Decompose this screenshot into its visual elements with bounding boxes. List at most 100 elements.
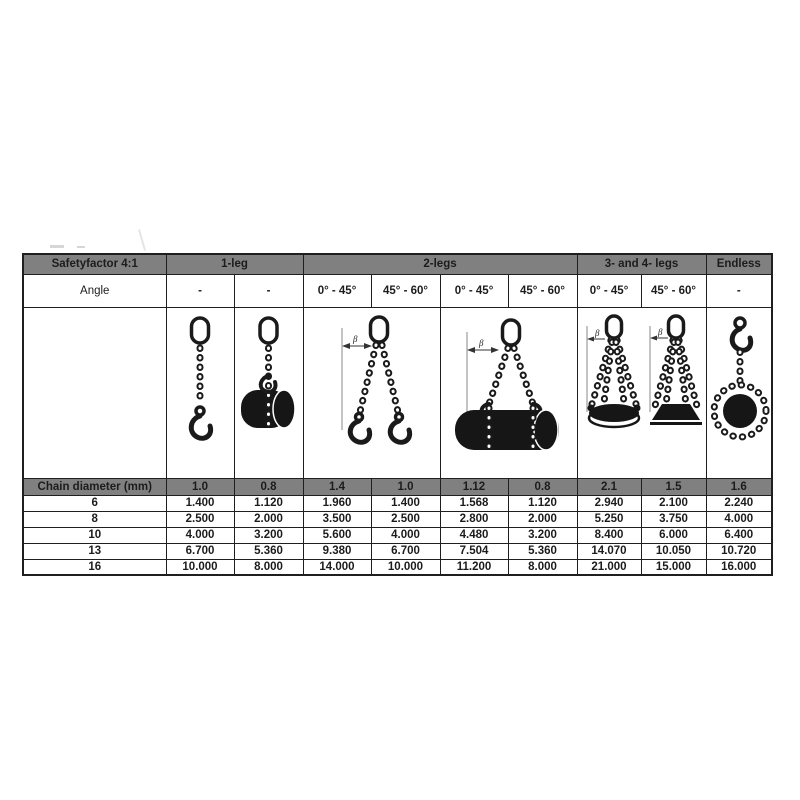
- capacity-value: 2.500: [165, 510, 235, 528]
- capacity-value: 5.360: [507, 542, 578, 560]
- capacity-value: 5.600: [302, 526, 372, 544]
- load-factor: 1.6: [705, 477, 773, 496]
- table-row-diameter-10: 10 4.000 3.200 5.600 4.000 4.480 3.200 8…: [22, 526, 773, 544]
- load-factor: 0.8: [507, 477, 578, 496]
- load-factor-row: Chain diameter (mm) 1.0 0.8 1.4 1.0 1.12…: [22, 477, 773, 496]
- svg-text:β: β: [352, 334, 358, 344]
- capacity-value: 5.360: [233, 542, 304, 560]
- illustration-single-leg: [165, 306, 235, 479]
- capacity-value: 16.000: [705, 558, 773, 576]
- angle-value: -: [705, 273, 773, 308]
- capacity-value: 1.120: [233, 494, 304, 512]
- capacity-value: 9.380: [302, 542, 372, 560]
- angle-label: Angle: [22, 273, 167, 308]
- capacity-value: 2.940: [576, 494, 642, 512]
- capacity-value: 10.000: [370, 558, 441, 576]
- capacity-value: 10.000: [165, 558, 235, 576]
- capacity-value: 10.720: [705, 542, 773, 560]
- scan-artifact: [50, 245, 64, 248]
- diameter-value: 16: [22, 558, 167, 576]
- angle-value: 0° - 45°: [439, 273, 509, 308]
- angle-row: Angle - - 0° - 45° 45° - 60° 0° - 45° 45…: [22, 273, 773, 308]
- load-factor: 1.12: [439, 477, 509, 496]
- multi-leg-trapezoid-plate-icon: β: [649, 313, 702, 425]
- capacity-value: 2.500: [370, 510, 441, 528]
- angle-value: 45° - 60°: [507, 273, 578, 308]
- diameter-value: 13: [22, 542, 167, 560]
- two-leg-sling-icon: β: [341, 314, 413, 445]
- illustration-two-leg: β: [302, 306, 441, 479]
- two-leg-cylinder-sling-icon: β: [455, 317, 559, 451]
- illustration-row: β β: [22, 306, 773, 479]
- capacity-value: 1.400: [165, 494, 235, 512]
- angle-value: 45° - 60°: [640, 273, 707, 308]
- capacity-value: 3.750: [640, 510, 707, 528]
- capacity-value: 8.000: [507, 558, 578, 576]
- svg-text:β: β: [594, 328, 600, 338]
- single-chain-sling-icon: [188, 315, 214, 441]
- capacity-value: 4.000: [370, 526, 441, 544]
- capacity-value: 8.000: [233, 558, 304, 576]
- svg-text:β: β: [657, 327, 663, 337]
- load-factor: 2.1: [576, 477, 642, 496]
- capacity-value: 14.070: [576, 542, 642, 560]
- angle-value: 45° - 60°: [370, 273, 441, 308]
- capacity-value: 6.700: [165, 542, 235, 560]
- load-factor: 1.4: [302, 477, 372, 496]
- capacity-value: 6.700: [370, 542, 441, 560]
- angle-value: -: [165, 273, 235, 308]
- angle-value: -: [233, 273, 304, 308]
- capacity-value: 1.960: [302, 494, 372, 512]
- capacity-value: 8.400: [576, 526, 642, 544]
- table-row-diameter-8: 8 2.500 2.000 3.500 2.500 2.800 2.000 5.…: [22, 510, 773, 528]
- capacity-value: 14.000: [302, 558, 372, 576]
- safety-factor-header: Safetyfactor 4:1: [22, 253, 167, 275]
- diameter-value: 10: [22, 526, 167, 544]
- capacity-value: 6.000: [640, 526, 707, 544]
- capacity-value: 10.050: [640, 542, 707, 560]
- illustration-empty-cell: [22, 306, 167, 479]
- capacity-value: 7.504: [439, 542, 509, 560]
- group-header-row: Safetyfactor 4:1 1-leg 2-legs 3- and 4- …: [22, 253, 773, 275]
- capacity-value: 3.200: [233, 526, 304, 544]
- table-row-diameter-16: 16 10.000 8.000 14.000 10.000 11.200 8.0…: [22, 558, 773, 576]
- illustration-endless: [705, 306, 773, 479]
- group-header-endless: Endless: [705, 253, 773, 275]
- capacity-value: 1.120: [507, 494, 578, 512]
- capacity-value: 2.240: [705, 494, 773, 512]
- capacity-value: 11.200: [439, 558, 509, 576]
- capacity-value: 2.000: [233, 510, 304, 528]
- capacity-value: 2.000: [507, 510, 578, 528]
- capacity-value: 15.000: [640, 558, 707, 576]
- angle-value: 0° - 45°: [302, 273, 372, 308]
- table-row-diameter-6: 6 1.400 1.120 1.960 1.400 1.568 1.120 2.…: [22, 494, 773, 512]
- illustration-multi-leg: β: [576, 306, 707, 479]
- load-factor: 1.5: [640, 477, 707, 496]
- capacity-value: 2.100: [640, 494, 707, 512]
- capacity-value: 4.000: [705, 510, 773, 528]
- capacity-value: 6.400: [705, 526, 773, 544]
- angle-value: 0° - 45°: [576, 273, 642, 308]
- load-factor: 1.0: [165, 477, 235, 496]
- capacity-value: 3.500: [302, 510, 372, 528]
- chain-diameter-header: Chain diameter (mm): [22, 477, 167, 496]
- choked-cylinder-sling-icon: [241, 315, 296, 429]
- chain-sling-capacity-table: Safetyfactor 4:1 1-leg 2-legs 3- and 4- …: [22, 253, 773, 576]
- capacity-value: 4.000: [165, 526, 235, 544]
- capacity-value: 1.568: [439, 494, 509, 512]
- scan-artifact: [138, 229, 146, 251]
- capacity-value: 3.200: [507, 526, 578, 544]
- illustration-single-leg-choked: [233, 306, 304, 479]
- capacity-value: 21.000: [576, 558, 642, 576]
- capacity-value: 1.400: [370, 494, 441, 512]
- scan-artifact: [77, 246, 85, 248]
- endless-chain-icon: [710, 315, 770, 440]
- capacity-value: 4.480: [439, 526, 509, 544]
- load-factor: 0.8: [233, 477, 304, 496]
- group-header-2-legs: 2-legs: [302, 253, 578, 275]
- capacity-value: 5.250: [576, 510, 642, 528]
- diameter-value: 8: [22, 510, 167, 528]
- svg-text:β: β: [478, 338, 484, 348]
- load-factor: 1.0: [370, 477, 441, 496]
